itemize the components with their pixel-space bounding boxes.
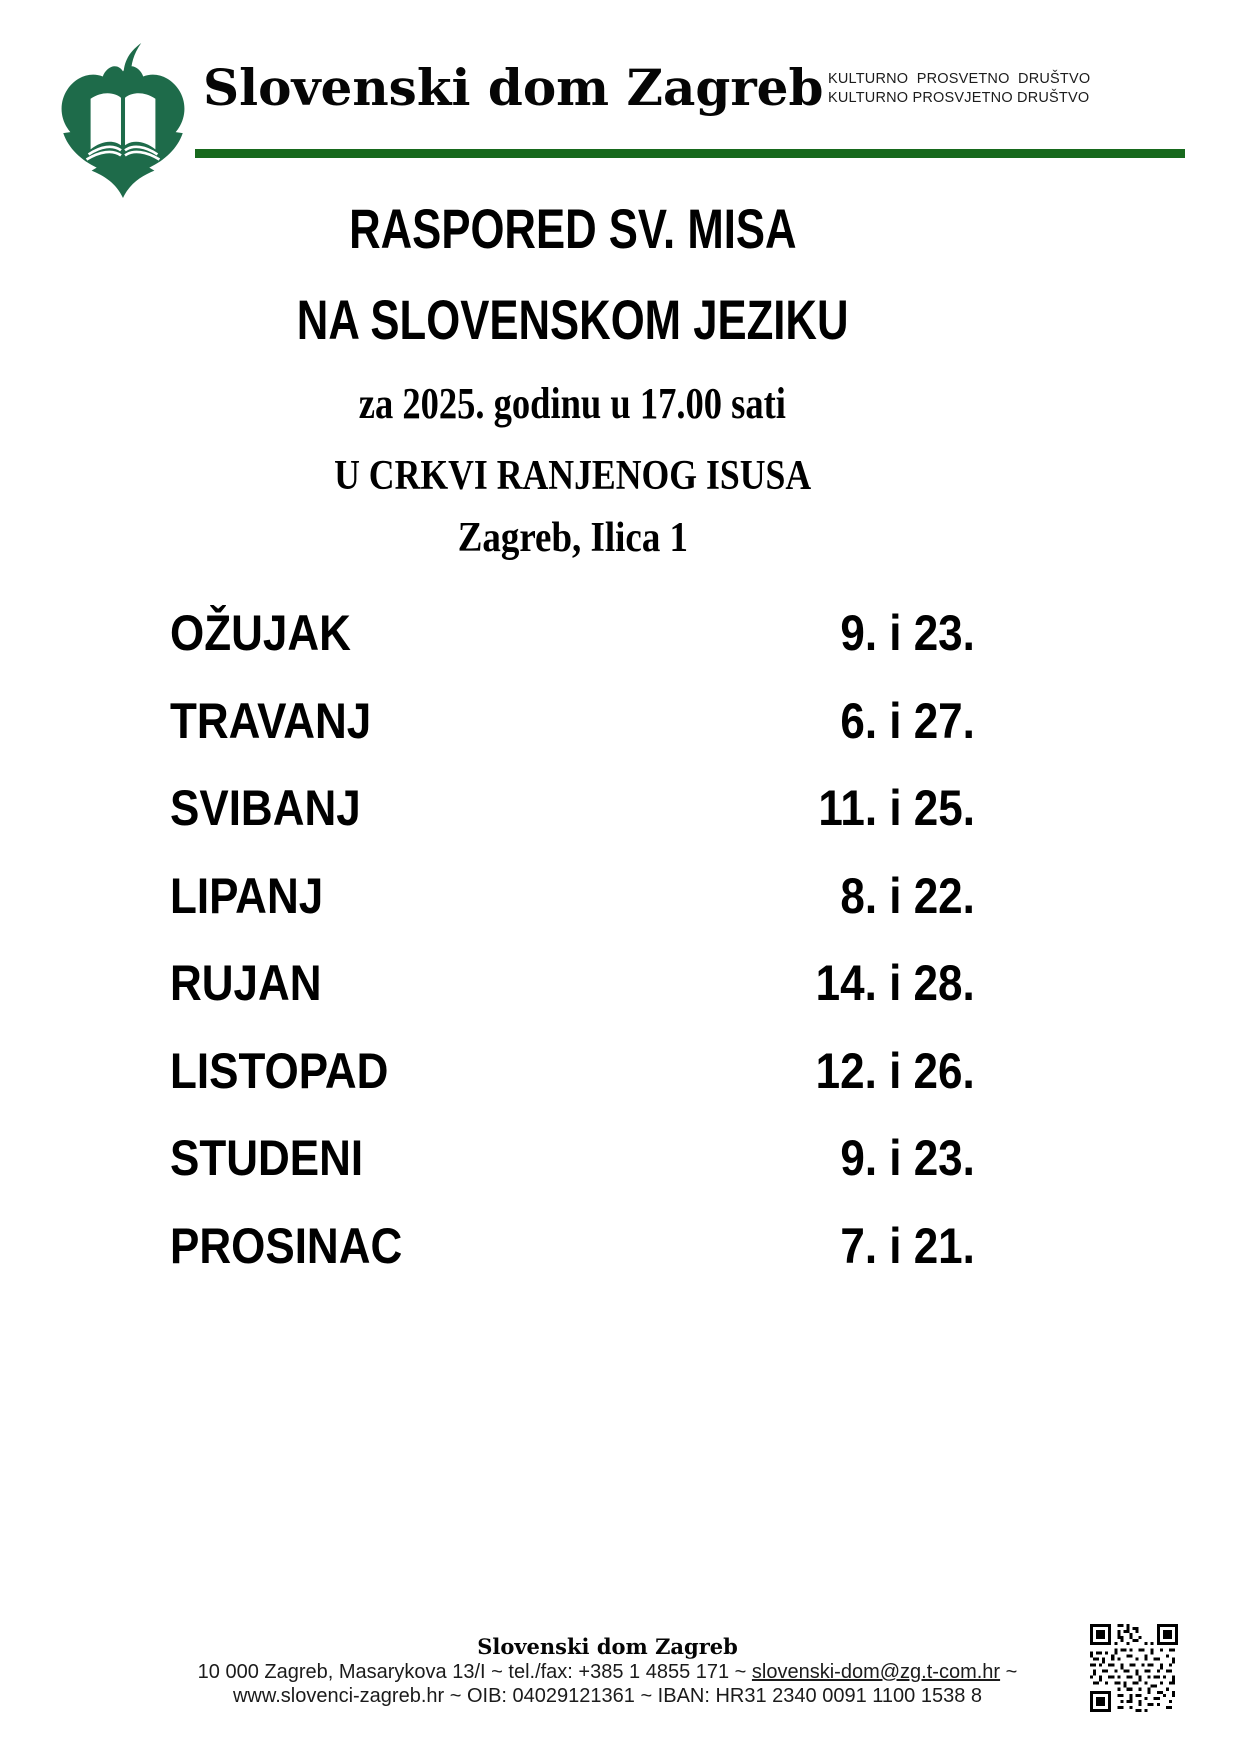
footer-info-line: www.slovenci-zagreb.hr ~ OIB: 0402912136…: [232, 1685, 982, 1707]
schedule-row: TRAVANJ 6. i 27.: [170, 696, 975, 746]
month-label: RUJAN: [170, 955, 322, 1011]
title-address: Zagreb, Ilica 1: [457, 515, 688, 561]
title-line-2: NA SLOVENSKOM JEZIKU: [296, 288, 849, 351]
dates-value: 8. i 22.: [840, 867, 975, 924]
dates-value: 9. i 23.: [840, 1130, 975, 1186]
dates-value: 12. i 26.: [815, 1042, 975, 1099]
dates-value: 6. i 27.: [840, 692, 975, 749]
footer-contact-text: 10 000 Zagreb, Masarykova 13/I ~ tel./fa…: [197, 1661, 752, 1683]
month-label: STUDENI: [170, 1130, 364, 1186]
dates-value: 11. i 25.: [818, 780, 975, 836]
schedule-row: STUDENI 9. i 23.: [170, 1133, 975, 1183]
schedule-row: SVIBANJ 11. i 25.: [170, 783, 975, 833]
dates-value: 9. i 23.: [840, 605, 975, 661]
month-label: TRAVANJ: [170, 692, 372, 749]
dates-value: 7. i 21.: [840, 1217, 975, 1274]
dates-value: 14. i 28.: [815, 955, 975, 1011]
header-divider-rule: [195, 149, 1185, 158]
month-label: LISTOPAD: [170, 1042, 389, 1099]
title-church: U CRKVI RANJENOG ISUSA: [333, 453, 812, 499]
month-label: LIPANJ: [170, 867, 324, 924]
header-tagline: KULTURNO PROSVETNO DRUŠTVO KULTURNO PROS…: [828, 70, 1090, 108]
schedule-row: LIPANJ 8. i 22.: [170, 871, 975, 921]
linden-leaf-book-logo-icon: [61, 43, 185, 198]
schedule-row: OŽUJAK 9. i 23.: [170, 608, 975, 658]
tagline-line-1: KULTURNO PROSVETNO DRUŠTVO: [828, 71, 1091, 87]
title-year-time: za 2025. godinu u 17.00 sati: [358, 379, 787, 428]
header-org-name: Slovenski dom Zagreb: [203, 58, 824, 117]
schedule-row: RUJAN 14. i 28.: [170, 958, 975, 1008]
schedule-row: LISTOPAD 12. i 26.: [170, 1046, 975, 1096]
month-label: PROSINAC: [170, 1217, 403, 1274]
footer-contact-line: 10 000 Zagreb, Masarykova 13/I ~ tel./fa…: [0, 1660, 1215, 1684]
footer-org-name: Slovenski dom Zagreb: [477, 1634, 738, 1659]
title-line-1: RASPORED SV. MISA: [348, 197, 797, 260]
email-link[interactable]: slovenski-dom@zg.t-com.hr: [751, 1661, 1001, 1683]
month-label: SVIBANJ: [170, 780, 361, 836]
month-label: OŽUJAK: [170, 605, 351, 661]
footer: Slovenski dom Zagreb 10 000 Zagreb, Masa…: [0, 1634, 1215, 1708]
footer-contact-tail: ~: [1000, 1661, 1018, 1683]
schedule-row: PROSINAC 7. i 21.: [170, 1221, 975, 1271]
tagline-line-2: KULTURNO PROSVJETNO DRUŠTVO: [828, 90, 1090, 106]
mass-schedule-list: OŽUJAK 9. i 23. TRAVANJ 6. i 27. SVIBANJ…: [170, 608, 975, 1308]
qr-code: [1090, 1624, 1178, 1712]
